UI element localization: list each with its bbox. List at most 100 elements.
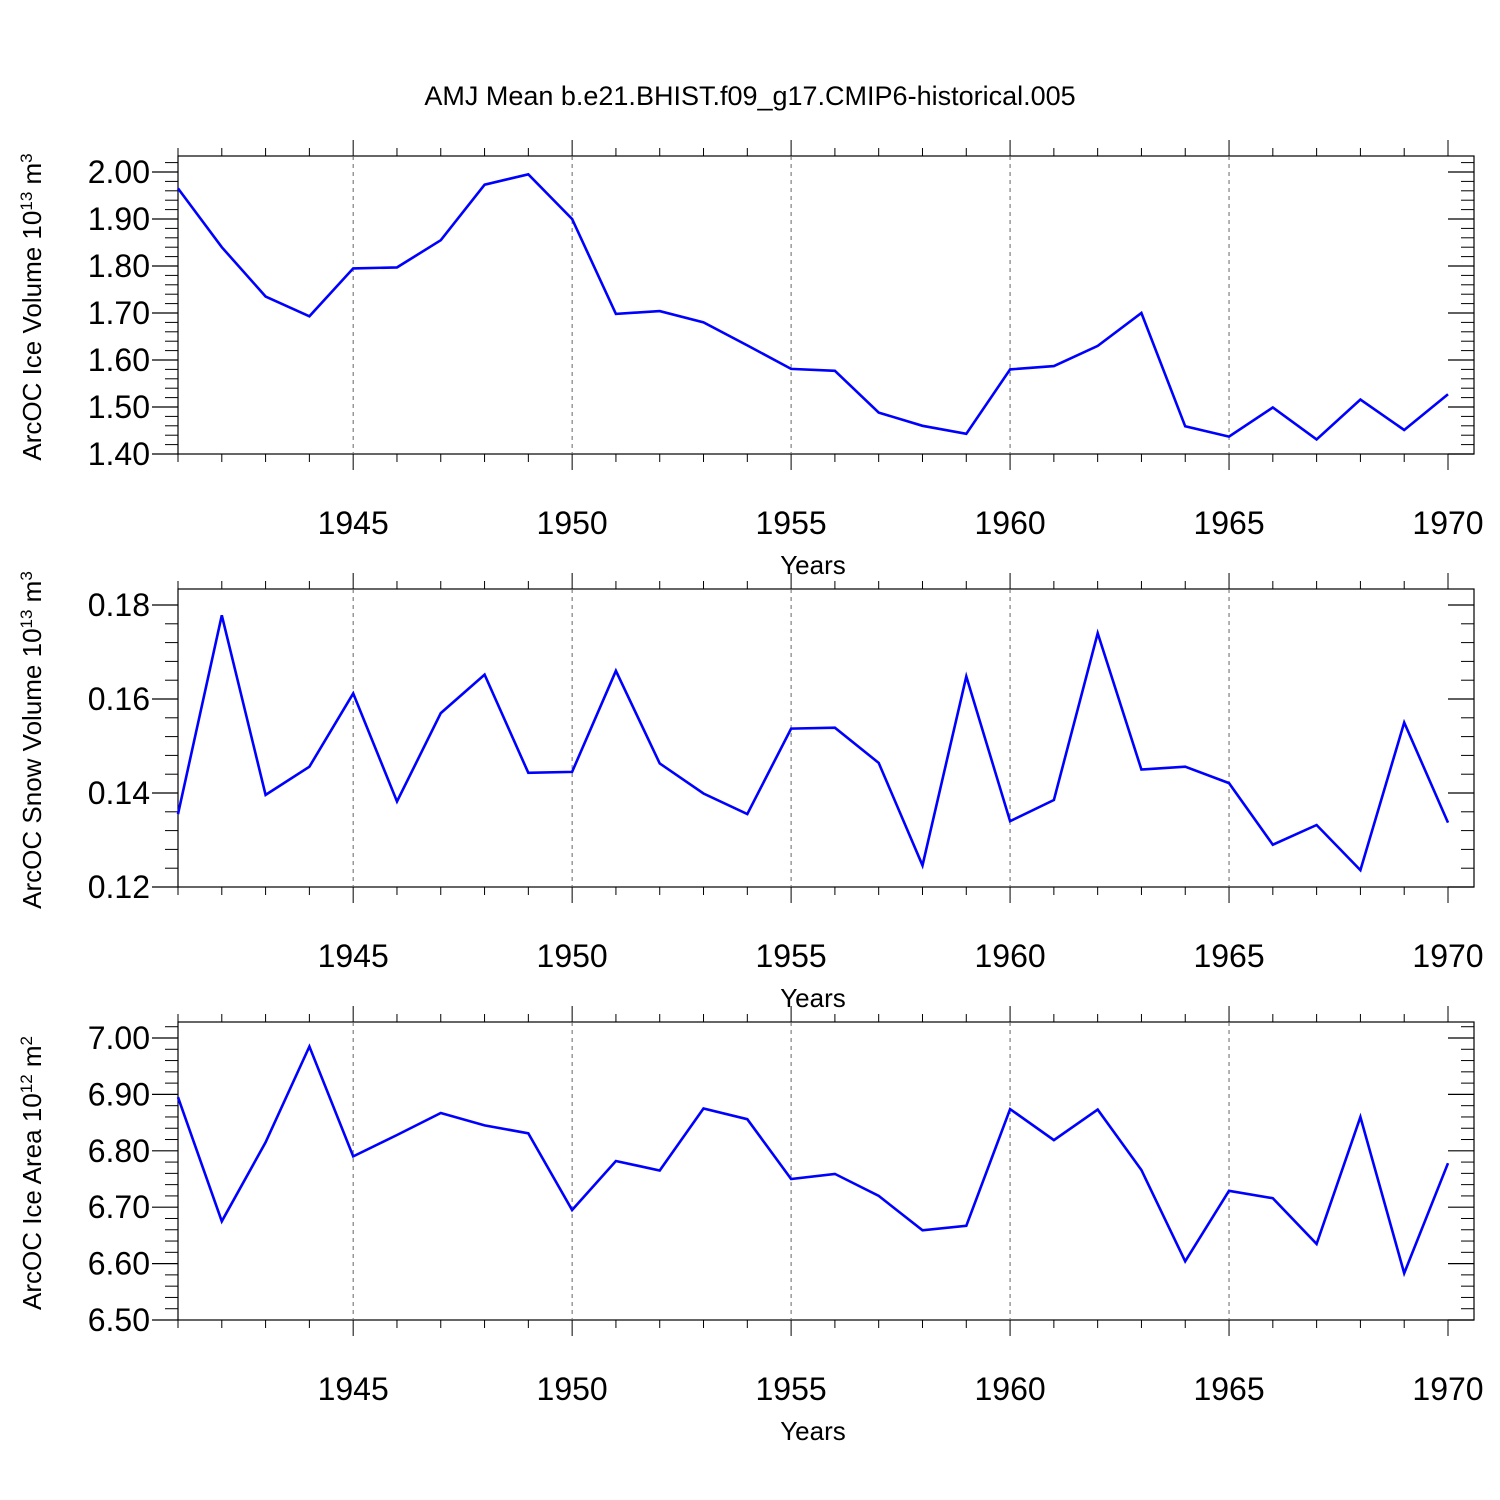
data-point	[176, 812, 180, 816]
data-point	[1315, 1242, 1319, 1246]
x-tick-label: 1965	[1193, 1371, 1264, 1407]
data-point	[702, 791, 706, 795]
panel-2: 0.12 0.14 0.16 0.18 1945 1950 1955 1960 1965 1970…	[17, 571, 1484, 1013]
data-point	[1358, 1115, 1362, 1119]
data-point	[264, 1140, 268, 1144]
data-point	[1052, 798, 1056, 802]
data-point	[964, 432, 968, 436]
plot-frame	[177, 1021, 1475, 1321]
x-axis-title: Years	[780, 1416, 846, 1446]
y-tick-label: 6.90	[88, 1076, 150, 1112]
x-tick-label: 1950	[537, 938, 608, 974]
data-point	[745, 343, 749, 347]
x-tick-label: 1945	[318, 505, 389, 541]
x-tick-label: 1955	[756, 1371, 827, 1407]
y-tick-label: 0.16	[88, 681, 150, 717]
data-point	[833, 1172, 837, 1176]
data-point	[614, 669, 618, 673]
data-point	[1008, 1107, 1012, 1111]
x-tick-label: 1945	[318, 938, 389, 974]
data-point	[877, 1194, 881, 1198]
figure-title: AMJ Mean b.e21.BHIST.f09_g17.CMIP6-histo…	[424, 81, 1075, 111]
data-point	[176, 186, 180, 190]
data-point	[1402, 1271, 1406, 1275]
x-tick-label: 1970	[1412, 938, 1483, 974]
data-point	[307, 314, 311, 318]
data-point	[789, 727, 793, 731]
panel-3: 6.50 6.60 6.70 6.80 6.90 7.00 1945 1950 1955 1960…	[17, 1006, 1484, 1446]
data-point	[920, 424, 924, 428]
data-point	[439, 238, 443, 242]
data-point	[1183, 424, 1187, 428]
data-point	[1139, 768, 1143, 772]
data-point	[920, 863, 924, 867]
data-point	[1315, 823, 1319, 827]
series-line	[176, 614, 1450, 873]
data-point	[1402, 428, 1406, 432]
data-point	[176, 1095, 180, 1099]
x-tick-label: 1970	[1412, 1371, 1483, 1407]
x-tick-label: 1970	[1412, 505, 1483, 541]
data-point	[351, 1154, 355, 1158]
data-point	[570, 1208, 574, 1212]
x-tick-label: 1945	[318, 1371, 389, 1407]
plot-frame	[177, 588, 1475, 888]
data-point	[1096, 344, 1100, 348]
y-tick-label: 0.18	[88, 587, 150, 623]
panel-1: 1.40 1.50 1.60 1.70 1.80 1.90 2.00 1945 1950 1955…	[17, 140, 1484, 580]
data-point	[964, 1224, 968, 1228]
data-point	[833, 726, 837, 730]
x-tick-label: 1965	[1193, 938, 1264, 974]
y-tick-label: 6.80	[88, 1133, 150, 1169]
data-point	[439, 711, 443, 715]
data-point	[1096, 1108, 1100, 1112]
data-point	[964, 674, 968, 678]
data-point	[483, 673, 487, 677]
y-tick-label: 7.00	[88, 1020, 150, 1056]
data-point	[1139, 311, 1143, 315]
data-point	[1096, 631, 1100, 635]
data-point	[658, 1169, 662, 1173]
x-axis-title: Years	[780, 550, 846, 580]
data-point	[1183, 765, 1187, 769]
x-tick-label: 1955	[756, 938, 827, 974]
data-point	[526, 771, 530, 775]
data-point	[1008, 367, 1012, 371]
data-point	[789, 1177, 793, 1181]
data-point	[1052, 364, 1056, 368]
y-axis-title: ArcOC Ice Volume 1013 m3	[17, 153, 47, 460]
data-point	[1402, 721, 1406, 725]
data-point	[526, 1131, 530, 1135]
data-point	[1315, 437, 1319, 441]
data-point	[1227, 781, 1231, 785]
data-point	[702, 320, 706, 324]
data-point	[702, 1107, 706, 1111]
data-point	[877, 761, 881, 765]
data-point	[1227, 435, 1231, 439]
data-point	[1271, 405, 1275, 409]
data-point	[220, 613, 224, 617]
data-point	[658, 309, 662, 313]
data-point	[1358, 868, 1362, 872]
data-point	[526, 172, 530, 176]
data-point	[264, 793, 268, 797]
data-point	[570, 770, 574, 774]
data-point	[264, 295, 268, 299]
data-point	[1271, 843, 1275, 847]
x-tick-label: 1950	[537, 505, 608, 541]
y-axis-title: ArcOC Ice Area 1012 m2	[17, 1036, 47, 1310]
data-point	[1052, 1138, 1056, 1142]
data-point	[1008, 819, 1012, 823]
data-point	[307, 765, 311, 769]
y-tick-label: 6.50	[88, 1302, 150, 1338]
data-point	[1446, 1161, 1450, 1165]
plot-frame	[177, 155, 1475, 455]
x-tick-label: 1960	[974, 505, 1045, 541]
data-point	[658, 761, 662, 765]
data-point	[1183, 1259, 1187, 1263]
data-point	[920, 1228, 924, 1232]
y-tick-label: 1.40	[88, 436, 150, 472]
data-point	[570, 217, 574, 221]
data-point	[1446, 392, 1450, 396]
